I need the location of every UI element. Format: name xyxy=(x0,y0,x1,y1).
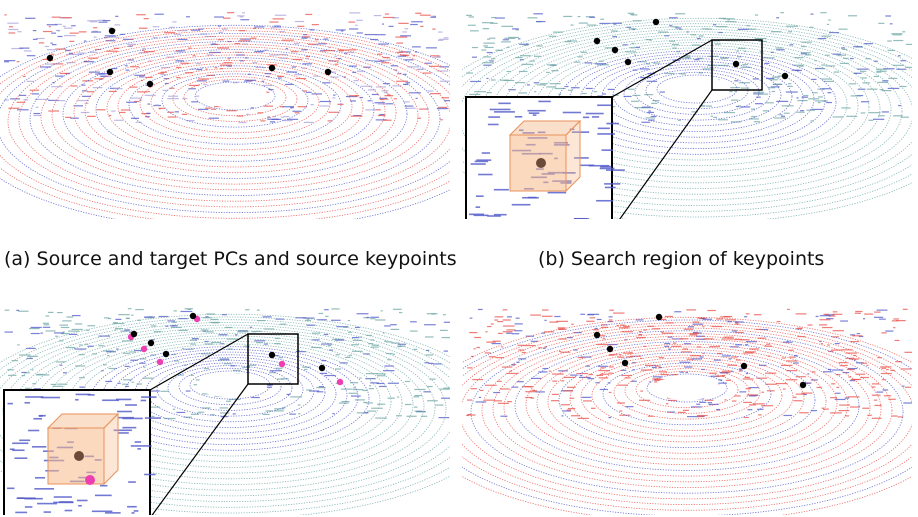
search-region-cube xyxy=(508,119,582,193)
point-cloud-b xyxy=(462,12,912,219)
source-keypoints xyxy=(593,18,789,80)
center-hole xyxy=(664,77,730,101)
zoom-connector-top xyxy=(149,333,249,391)
zoom-source-box xyxy=(247,333,299,385)
source-keypoints xyxy=(130,312,326,372)
panel-search-region xyxy=(462,4,912,219)
point-cloud-d xyxy=(462,308,912,515)
point-cloud-c xyxy=(0,308,450,515)
source-keypoints xyxy=(46,27,332,88)
zoom-connector-bottom xyxy=(619,89,713,219)
zoom-connector-bottom xyxy=(151,383,249,515)
panel-source-target-keypoints xyxy=(0,4,450,219)
target-matches xyxy=(127,315,344,386)
search-region-cube xyxy=(46,412,120,486)
zoom-inset xyxy=(465,96,625,219)
caption-a: (a) Source and target PCs and source key… xyxy=(4,248,457,270)
zoom-source-box xyxy=(711,39,763,91)
ring-lines xyxy=(0,24,450,219)
panel-registration-result xyxy=(462,300,912,515)
zoom-inset xyxy=(3,389,161,515)
source-keypoints xyxy=(593,313,807,389)
zoom-connector-top xyxy=(611,39,713,98)
center-hole xyxy=(654,376,720,400)
background-scan-lines xyxy=(466,308,912,419)
ring-lines xyxy=(462,316,912,515)
center-hole xyxy=(197,373,263,397)
caption-b: (b) Search region of keypoints xyxy=(538,248,825,270)
panel-keypoint-matches xyxy=(0,300,450,515)
center-hole xyxy=(202,84,268,108)
point-cloud-a xyxy=(0,12,450,219)
